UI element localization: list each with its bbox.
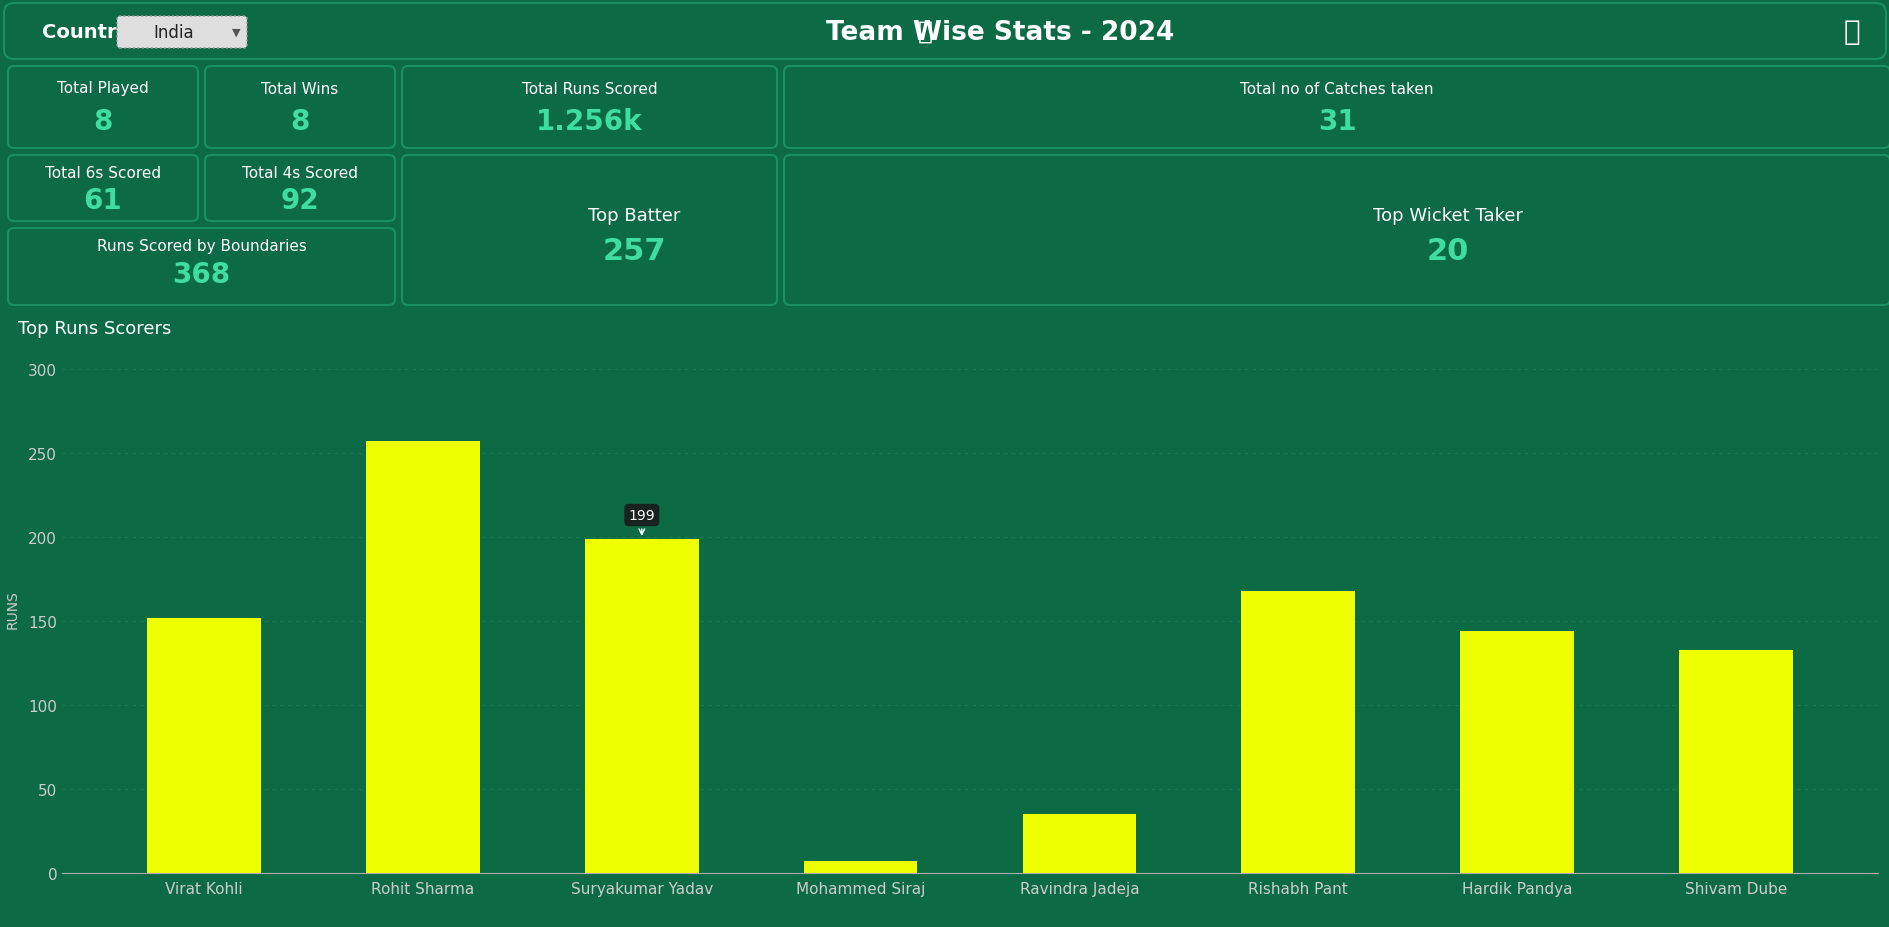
Text: Country: Country (42, 22, 128, 42)
Bar (1677, 650, 1793, 873)
Y-axis label: RUNS: RUNS (6, 590, 19, 629)
FancyBboxPatch shape (204, 156, 395, 222)
FancyBboxPatch shape (4, 4, 1885, 60)
Bar (1022, 814, 1135, 873)
Text: 8: 8 (291, 108, 310, 136)
Text: Top Runs Scorers: Top Runs Scorers (19, 320, 172, 337)
FancyBboxPatch shape (117, 17, 247, 49)
Bar (584, 540, 699, 873)
Text: ▼: ▼ (232, 28, 240, 38)
Bar (366, 442, 480, 873)
Bar (1460, 631, 1574, 873)
Text: Total Runs Scored: Total Runs Scored (521, 82, 657, 96)
Text: 61: 61 (83, 187, 123, 215)
Bar (147, 618, 261, 873)
Text: Team Wise Stats - 2024: Team Wise Stats - 2024 (825, 20, 1173, 46)
Text: 🏏: 🏏 (916, 20, 931, 44)
Text: 199: 199 (629, 509, 655, 535)
FancyBboxPatch shape (8, 67, 198, 149)
Text: 92: 92 (281, 187, 319, 215)
Text: 20: 20 (1426, 236, 1468, 265)
FancyBboxPatch shape (204, 67, 395, 149)
Text: Total Wins: Total Wins (261, 82, 338, 96)
Text: Top Wicket Taker: Top Wicket Taker (1371, 207, 1523, 224)
Text: 🏆: 🏆 (1842, 18, 1859, 46)
Bar (803, 861, 916, 873)
Text: Total 4s Scored: Total 4s Scored (242, 166, 357, 182)
FancyBboxPatch shape (784, 67, 1889, 149)
Text: Total no of Catches taken: Total no of Catches taken (1239, 82, 1434, 96)
Text: 1.256k: 1.256k (536, 108, 642, 136)
Text: Total Played: Total Played (57, 82, 149, 96)
Text: Total 6s Scored: Total 6s Scored (45, 166, 161, 182)
Text: India: India (153, 24, 195, 42)
FancyBboxPatch shape (402, 67, 776, 149)
FancyBboxPatch shape (8, 156, 198, 222)
Text: 8: 8 (93, 108, 113, 136)
FancyBboxPatch shape (402, 156, 776, 306)
FancyBboxPatch shape (8, 229, 395, 306)
Text: Top Batter: Top Batter (587, 207, 680, 224)
Text: 257: 257 (603, 236, 667, 265)
FancyBboxPatch shape (784, 156, 1889, 306)
Text: Runs Scored by Boundaries: Runs Scored by Boundaries (96, 239, 306, 254)
Bar (1241, 591, 1354, 873)
Text: 368: 368 (172, 260, 230, 288)
Text: 31: 31 (1317, 108, 1356, 136)
